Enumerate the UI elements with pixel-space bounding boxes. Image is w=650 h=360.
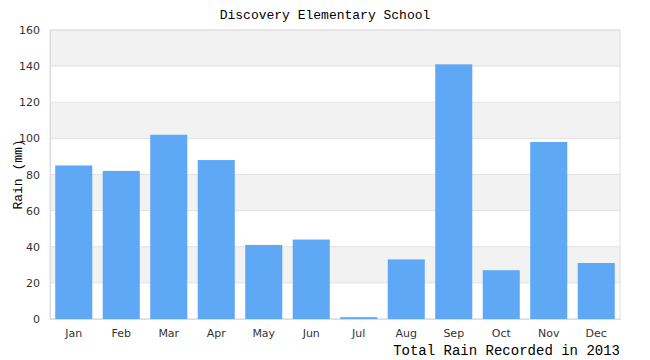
y-tick: 40 — [26, 241, 50, 254]
bar — [530, 142, 567, 319]
y-tick-label: 20 — [26, 277, 40, 290]
x-tick: Jan — [64, 319, 82, 340]
x-tick-label: Nov — [538, 327, 560, 340]
x-tick: Feb — [112, 319, 131, 340]
y-tick: 160 — [19, 24, 50, 37]
x-tick: Aug — [396, 319, 417, 340]
grid-band — [50, 102, 620, 138]
bar — [483, 270, 520, 319]
x-tick: Jul — [351, 319, 365, 340]
grid-line — [50, 138, 620, 139]
x-axis: Jan Feb Mar Apr May Jun Jul Aug Sep Oct Nov Dec — [51, 319, 621, 340]
bar — [55, 165, 92, 319]
x-tick: Jun — [302, 319, 320, 340]
bar — [293, 240, 330, 319]
x-tick-label: Dec — [586, 327, 607, 340]
grid — [50, 30, 620, 319]
bar — [198, 160, 235, 319]
x-tick: Apr — [207, 319, 227, 340]
x-axis-title: Total Rain Recorded in 2013 — [393, 343, 620, 359]
x-tick-label: Jan — [64, 327, 82, 340]
y-tick: 120 — [19, 96, 50, 109]
x-tick-label: May — [252, 327, 275, 340]
y-tick: 140 — [19, 60, 50, 73]
x-tick: Oct — [492, 319, 512, 340]
chart: 020406080100120140160JanFebMarAprMayJunJ… — [0, 0, 650, 360]
y-tick-label: 40 — [26, 241, 40, 254]
x-axis-line — [51, 319, 621, 320]
y-tick: 0 — [33, 313, 50, 326]
bar — [103, 171, 140, 319]
grid-line — [50, 102, 620, 103]
y-tick-label: 80 — [26, 169, 40, 182]
x-tick: Sep — [443, 319, 464, 340]
title: Discovery Elementary School — [220, 8, 431, 23]
y-tick: 60 — [26, 205, 50, 218]
x-tick: Dec — [586, 319, 607, 340]
y-axis-line — [50, 31, 51, 320]
bar — [388, 259, 425, 319]
grid-band — [50, 30, 620, 66]
bar — [340, 317, 377, 319]
y-tick-label: 120 — [19, 96, 40, 109]
x-tick-label: Mar — [158, 327, 179, 340]
x-tick: May — [252, 319, 275, 340]
x-tick-label: Apr — [207, 327, 227, 340]
plot-frame — [50, 30, 620, 319]
x-tick-label: Oct — [492, 327, 512, 340]
x-tick-label: Feb — [112, 327, 131, 340]
y-tick: 80 — [26, 169, 50, 182]
y-tick-label: 0 — [33, 313, 40, 326]
bars — [55, 64, 615, 319]
grid-line — [50, 66, 620, 67]
x-tick: Mar — [158, 319, 179, 340]
bar — [435, 64, 472, 319]
bar — [578, 263, 615, 319]
y-tick-label: 60 — [26, 205, 40, 218]
x-tick-label: Jun — [302, 327, 320, 340]
x-tick-label: Sep — [443, 327, 464, 340]
x-tick: Nov — [538, 319, 560, 340]
plot: 020406080100120140160JanFebMarAprMayJunJ… — [19, 24, 621, 340]
x-tick-label: Aug — [396, 327, 417, 340]
y-tick-label: 140 — [19, 60, 40, 73]
y-tick-label: 160 — [19, 24, 40, 37]
y-axis-title: Rain (mm) — [11, 139, 26, 209]
bar — [150, 135, 187, 319]
x-tick-label: Jul — [351, 327, 365, 340]
bar — [245, 245, 282, 319]
y-tick: 20 — [26, 277, 50, 290]
